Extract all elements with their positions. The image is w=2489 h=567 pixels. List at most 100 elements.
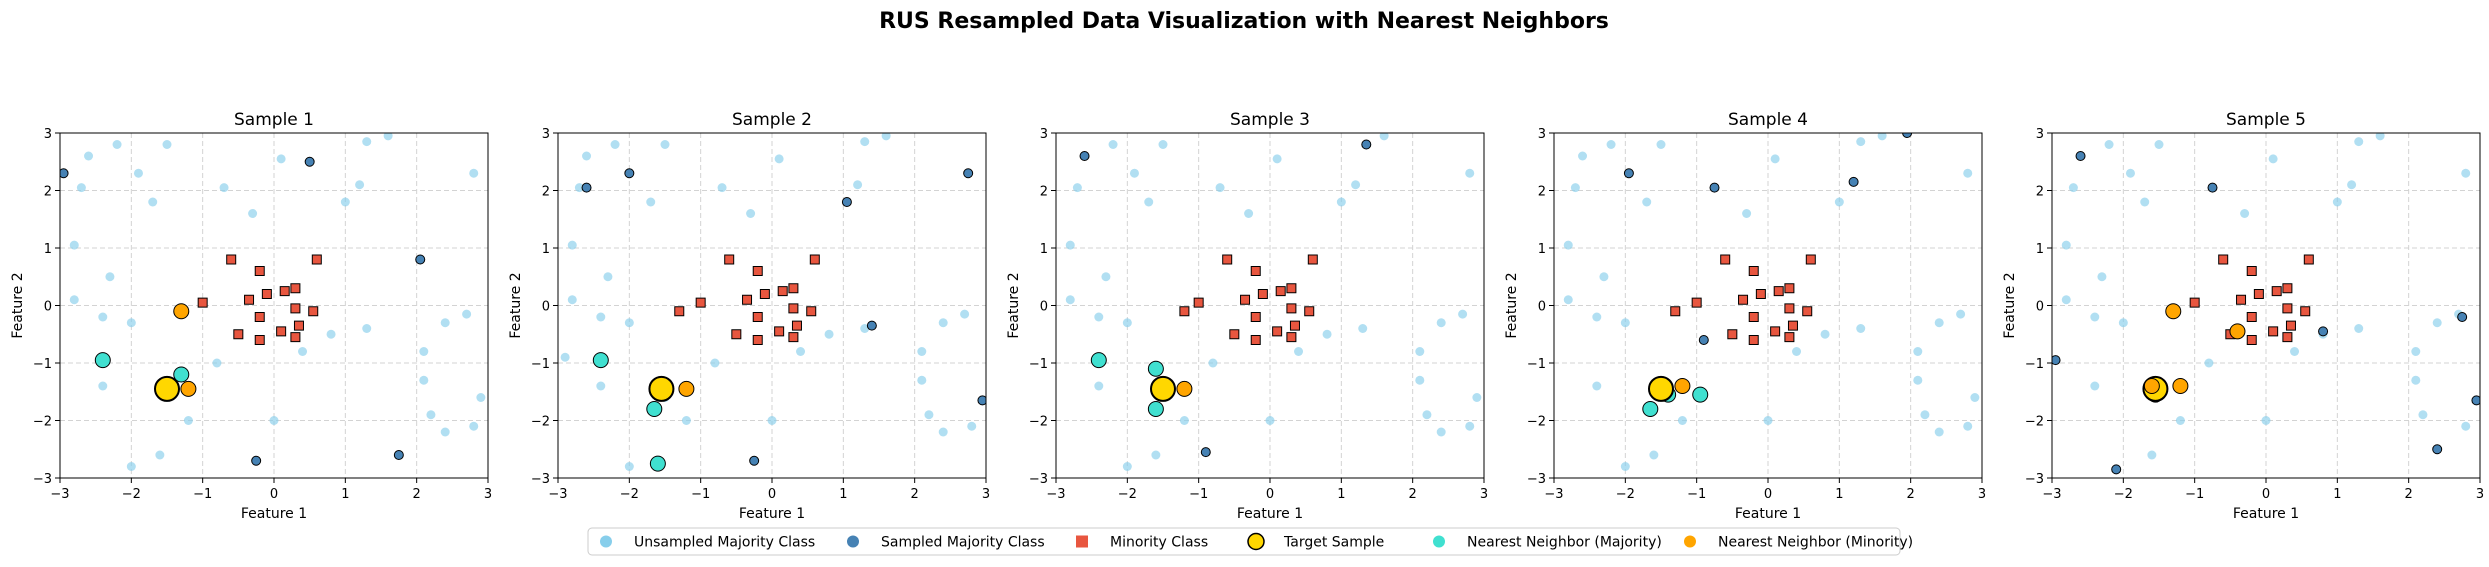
- sampled-majority-point: [1361, 139, 1372, 150]
- x-tick-label: −1: [1687, 487, 1706, 502]
- nn-minority-point: [2165, 303, 2182, 320]
- subplot-title: Sample 1: [234, 110, 314, 130]
- unsampled-majority-point: [355, 180, 365, 190]
- target-point: [154, 375, 180, 402]
- subplot-title: Sample 5: [2226, 110, 2306, 130]
- figure-title: RUS Resampled Data Visualization with Ne…: [879, 9, 1609, 34]
- y-axis-label: Feature 2: [1006, 272, 1022, 338]
- unsampled-majority-point: [853, 180, 863, 190]
- unsampled-majority-point: [1934, 427, 1944, 437]
- legend-marker-circle: [600, 535, 612, 548]
- minority-point: [276, 326, 287, 337]
- minority-point: [774, 326, 785, 337]
- unsampled-majority-point: [1856, 324, 1866, 333]
- x-tick-label: −3: [1046, 487, 1065, 502]
- unsampled-majority-point: [126, 318, 136, 328]
- minority-point: [674, 306, 685, 317]
- legend-item: Sampled Majority Class: [847, 535, 1045, 551]
- minority-point: [2300, 306, 2311, 317]
- unsampled-majority-point: [419, 375, 429, 385]
- y-tick-label: 3: [2036, 127, 2044, 142]
- unsampled-majority-point: [2154, 140, 2164, 149]
- minority-point: [2189, 297, 2200, 308]
- minority-point: [1691, 297, 1702, 308]
- unsampled-majority-point: [1956, 309, 1966, 319]
- unsampled-majority-point: [2068, 183, 2078, 193]
- legend-label: Nearest Neighbor (Majority): [1467, 535, 1662, 551]
- x-tick-label: −1: [193, 487, 212, 502]
- minority-point: [1770, 326, 1781, 337]
- sampled-majority-point: [1709, 182, 1720, 193]
- unsampled-majority-point: [2432, 318, 2442, 328]
- unsampled-majority-point: [183, 416, 193, 425]
- minority-point: [752, 312, 763, 322]
- minority-point: [254, 335, 265, 345]
- minority-point: [2271, 286, 2282, 297]
- y-axis-label: Feature 2: [508, 272, 524, 338]
- unsampled-majority-point: [774, 154, 784, 164]
- legend-marker-square: [1076, 535, 1088, 548]
- unsampled-majority-point: [660, 140, 670, 149]
- minority-point: [279, 286, 290, 297]
- unsampled-majority-point: [126, 462, 136, 471]
- unsampled-majority-point: [2118, 318, 2128, 328]
- unsampled-majority-point: [1458, 309, 1468, 319]
- nn-minority-point: [1674, 378, 1691, 394]
- minority-point: [244, 294, 255, 305]
- minority-point: [1222, 254, 1233, 265]
- legend-item: Nearest Neighbor (Minority): [1684, 535, 1913, 551]
- x-tick-label: −2: [1616, 487, 1635, 502]
- y-tick-label: 0: [1040, 300, 1048, 315]
- unsampled-majority-point: [824, 329, 834, 339]
- legend-marker-circle: [847, 535, 859, 548]
- unsampled-majority-point: [69, 295, 79, 305]
- sampled-majority-point: [60, 168, 69, 179]
- sampled-majority-point: [581, 182, 592, 193]
- unsampled-majority-point: [717, 183, 727, 193]
- nn-minority-point: [2172, 378, 2189, 394]
- unsampled-majority-point: [2375, 133, 2385, 141]
- axes-frame: [1055, 132, 1485, 479]
- plot-area: [1563, 133, 1980, 471]
- legend-label: Sampled Majority Class: [881, 535, 1045, 551]
- minority-point: [1802, 306, 1813, 317]
- unsampled-majority-point: [596, 381, 606, 391]
- sampled-majority-point: [2075, 151, 2086, 161]
- minority-point: [1240, 294, 1251, 305]
- unsampled-majority-point: [1770, 154, 1780, 164]
- unsampled-majority-point: [2090, 312, 2100, 322]
- unsampled-majority-point: [960, 309, 970, 319]
- unsampled-majority-point: [1472, 393, 1482, 402]
- unsampled-majority-point: [419, 347, 429, 356]
- unsampled-majority-point: [1129, 168, 1139, 178]
- unsampled-majority-point: [1336, 197, 1346, 207]
- minority-point: [233, 329, 244, 340]
- legend: Unsampled Majority Class Sampled Majority…: [587, 527, 1913, 556]
- unsampled-majority-point: [1215, 183, 1225, 193]
- unsampled-majority-point: [2147, 450, 2157, 460]
- minority-point: [1787, 320, 1798, 331]
- minority-point: [2246, 312, 2257, 322]
- y-tick-label: 0: [542, 300, 550, 315]
- unsampled-majority-point: [767, 416, 777, 425]
- minority-point: [1250, 266, 1261, 276]
- minority-point: [777, 286, 788, 297]
- unsampled-majority-point: [84, 151, 94, 161]
- axes-frame: [1553, 132, 1983, 479]
- sampled-majority-point: [1079, 151, 1090, 161]
- minority-point: [752, 266, 763, 276]
- unsampled-majority-point: [2061, 295, 2071, 305]
- minority-point: [290, 303, 301, 314]
- unsampled-majority-point: [938, 427, 948, 437]
- unsampled-majority-point: [383, 133, 393, 141]
- y-tick-label: −1: [1527, 357, 1546, 372]
- unsampled-majority-point: [1158, 140, 1168, 149]
- unsampled-majority-point: [69, 240, 79, 250]
- minority-point: [695, 297, 706, 308]
- sampled-majority-point: [2457, 312, 2468, 322]
- unsampled-majority-point: [2268, 154, 2278, 164]
- legend-item: Nearest Neighbor (Majority): [1433, 535, 1662, 551]
- minority-point: [2246, 266, 2257, 276]
- x-tick-label: 0: [1266, 487, 1274, 502]
